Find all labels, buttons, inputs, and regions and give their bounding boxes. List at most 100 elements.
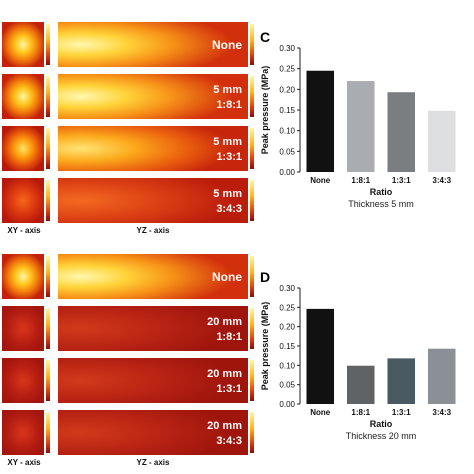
y-tick-label: 0.05: [279, 381, 295, 390]
xy-heatmap: [2, 306, 44, 351]
heatmap-row: 20 mm 1:3:1: [2, 358, 254, 403]
x-tick-label: 1:3:1: [392, 176, 411, 185]
xy-colorbar: [46, 180, 50, 221]
condition-thickness-label: 20 mm: [207, 316, 242, 328]
x-tick-label: 1:3:1: [392, 408, 411, 417]
heatmap-row: 5 mm 1:8:1: [2, 74, 254, 119]
x-axis-label: Ratio: [370, 187, 393, 197]
yz-heatmap: [58, 22, 248, 67]
condition-thickness-label: 20 mm: [207, 420, 242, 432]
y-tick-label: 0.15: [279, 342, 295, 351]
y-tick-label: 0.15: [279, 106, 295, 115]
yz-heatmap: [58, 126, 248, 171]
condition-thickness-label: 20 mm: [207, 368, 242, 380]
yz-heatmap: [58, 178, 248, 223]
y-tick-label: 0.30: [279, 284, 295, 293]
bar-1-8-1: [346, 365, 375, 404]
y-axis-label: Peak pressure (MPa): [260, 66, 270, 155]
xy-colorbar: [46, 308, 50, 349]
xy-colorbar: [46, 24, 50, 65]
heatmap-row: 5 mm 3:4:3: [2, 178, 254, 223]
xy-heatmap: [2, 74, 44, 119]
chart-subtitle: Thickness 5 mm: [348, 199, 414, 209]
yz-heatmap: [58, 410, 248, 455]
condition-thickness-label: 5 mm: [213, 188, 242, 200]
y-tick-label: 0.05: [279, 147, 295, 156]
xy-axis-caption: XY - axis: [7, 458, 41, 467]
condition-thickness-label: 5 mm: [213, 84, 242, 96]
condition-ratio-label: 1:3:1: [216, 151, 242, 163]
yz-colorbar: [250, 360, 254, 401]
heatmap-group-top: None 5 mm 1:8:1 5 mm 1:3:1 5 mm 3:4:3 XY - axis…: [2, 22, 254, 235]
y-tick-label: 0.25: [279, 65, 295, 74]
heatmap-row: 20 mm 3:4:3: [2, 410, 254, 455]
y-tick-label: 0.20: [279, 85, 295, 94]
bar-3-4-3: [427, 110, 456, 172]
heatmap-row: 20 mm 1:8:1: [2, 306, 254, 351]
condition-ratio-label: 1:8:1: [216, 331, 242, 343]
heatmap-group-bottom: None 20 mm 1:8:1 20 mm 1:3:1 20 mm 3:4:3 XY - a…: [2, 254, 254, 467]
x-tick-label: None: [310, 176, 331, 185]
xy-colorbar: [46, 412, 50, 453]
yz-colorbar: [250, 24, 254, 65]
y-tick-label: 0.10: [279, 127, 295, 136]
condition-ratio-label: 1:8:1: [216, 99, 242, 111]
condition-thickness-label: 5 mm: [213, 136, 242, 148]
condition-ratio-label: 3:4:3: [216, 435, 242, 447]
x-tick-label: 3:4:3: [432, 176, 451, 185]
bar-1-8-1: [346, 81, 375, 172]
y-axis-label: Peak pressure (MPa): [260, 302, 270, 391]
yz-colorbar: [250, 128, 254, 169]
bar-none: [306, 308, 335, 404]
yz-colorbar: [250, 308, 254, 349]
xy-heatmap: [2, 22, 44, 67]
xy-colorbar: [46, 256, 50, 297]
yz-heatmap: [58, 358, 248, 403]
heatmap-grid: None 5 mm 1:8:1 5 mm 1:3:1 5 mm 3:4:3 XY - axis…: [2, 22, 254, 467]
condition-ratio-label: 3:4:3: [216, 203, 242, 215]
y-tick-label: 0.00: [279, 400, 295, 409]
condition-label: None: [212, 270, 242, 284]
xy-colorbar: [46, 128, 50, 169]
y-tick-label: 0.30: [279, 44, 295, 53]
bar-3-4-3: [427, 348, 456, 404]
y-tick-label: 0.25: [279, 303, 295, 312]
xy-heatmap: [2, 178, 44, 223]
xy-heatmap: [2, 126, 44, 171]
xy-heatmap: [2, 358, 44, 403]
xy-heatmap: [2, 254, 44, 299]
heatmap-row: 5 mm 1:3:1: [2, 126, 254, 171]
yz-axis-caption: YZ - axis: [137, 226, 170, 235]
condition-ratio-label: 1:3:1: [216, 383, 242, 395]
xy-colorbar: [46, 76, 50, 117]
yz-colorbar: [250, 180, 254, 221]
yz-colorbar: [250, 256, 254, 297]
x-tick-label: 1:8:1: [351, 176, 370, 185]
x-tick-label: 1:8:1: [351, 408, 370, 417]
yz-axis-caption: YZ - axis: [137, 458, 170, 467]
x-tick-label: None: [310, 408, 331, 417]
bar-1-3-1: [387, 358, 416, 404]
bar-chart-c: C 0.00 0.05 0.10 0.15 0.20 0.25 0.30 Peak pressu…: [260, 29, 456, 209]
bar-1-3-1: [387, 92, 416, 172]
y-tick-label: 0.00: [279, 168, 295, 177]
yz-heatmap: [58, 306, 248, 351]
bar-none: [306, 70, 335, 172]
xy-axis-caption: XY - axis: [7, 226, 41, 235]
yz-colorbar: [250, 412, 254, 453]
yz-heatmap: [58, 254, 248, 299]
bar-chart-d: D 0.00 0.05 0.10 0.15 0.20 0.25 0.30 Peak pressu…: [260, 269, 456, 441]
yz-colorbar: [250, 76, 254, 117]
yz-heatmap: [58, 74, 248, 119]
heatmap-row: None: [2, 22, 254, 67]
panel-letter: C: [260, 29, 270, 45]
y-tick-label: 0.20: [279, 323, 295, 332]
chart-subtitle: Thickness 20 mm: [346, 431, 417, 441]
bar-charts: C 0.00 0.05 0.10 0.15 0.20 0.25 0.30 Peak pressu…: [260, 29, 456, 441]
x-tick-label: 3:4:3: [432, 408, 451, 417]
x-axis-label: Ratio: [370, 419, 393, 429]
panel-letter: D: [260, 269, 270, 285]
condition-label: None: [212, 38, 242, 52]
xy-heatmap: [2, 410, 44, 455]
